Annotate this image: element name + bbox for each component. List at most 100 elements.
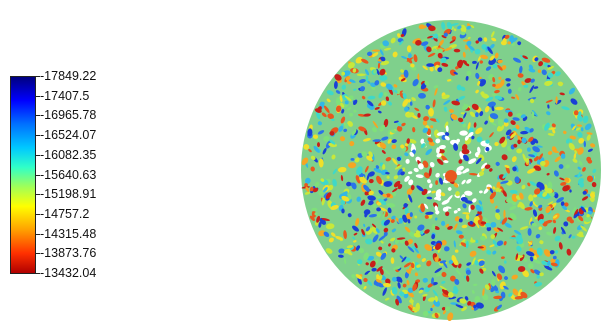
sphere-patch bbox=[402, 283, 407, 288]
sphere-patch bbox=[364, 270, 371, 275]
sphere-patch bbox=[534, 282, 543, 287]
sphere-patch bbox=[533, 86, 539, 89]
sphere-patch bbox=[367, 280, 373, 286]
sphere-patch bbox=[536, 275, 540, 279]
sphere-patch bbox=[509, 205, 517, 211]
sphere-patch bbox=[496, 124, 505, 132]
sphere-patch bbox=[468, 45, 475, 51]
sphere-patch bbox=[528, 194, 534, 202]
sphere-patch bbox=[359, 176, 367, 184]
sphere-patch bbox=[408, 171, 413, 175]
sphere-patch bbox=[464, 296, 469, 301]
sphere-patch bbox=[399, 40, 404, 46]
sphere-patch bbox=[356, 196, 361, 202]
sphere-patch bbox=[348, 79, 356, 83]
sphere-patch bbox=[511, 156, 517, 163]
sphere-patch bbox=[404, 106, 409, 112]
sphere-patch bbox=[494, 52, 499, 59]
sphere-patch bbox=[365, 226, 371, 232]
sphere-patch bbox=[465, 240, 469, 249]
sphere-patch bbox=[479, 60, 484, 64]
sphere-patch bbox=[424, 286, 431, 293]
sphere-patch bbox=[329, 139, 336, 145]
sphere-patch bbox=[524, 78, 532, 83]
sphere-patch bbox=[444, 246, 450, 252]
sphere-patch bbox=[512, 288, 519, 296]
colorbar-tick bbox=[36, 96, 40, 97]
sphere-patch bbox=[529, 256, 534, 262]
sphere-patch bbox=[507, 217, 513, 221]
colorbar-gradient bbox=[10, 76, 36, 274]
sphere-patch bbox=[332, 178, 337, 187]
sphere-patch bbox=[312, 187, 319, 193]
sphere-patch bbox=[566, 216, 573, 222]
sphere-patch bbox=[480, 221, 487, 225]
sphere-patch bbox=[484, 120, 488, 125]
sphere-patch bbox=[414, 242, 418, 249]
sphere-patch bbox=[413, 167, 419, 173]
sphere-patch bbox=[344, 95, 352, 102]
sphere-patch bbox=[496, 240, 504, 246]
sphere-patch bbox=[366, 100, 374, 107]
sphere-patch bbox=[577, 131, 583, 138]
sphere-patch bbox=[323, 187, 328, 193]
sphere-patch bbox=[363, 209, 371, 215]
sphere-patch bbox=[339, 95, 343, 103]
sphere-patch bbox=[513, 229, 522, 235]
sphere-patch bbox=[332, 168, 338, 175]
sphere-patch bbox=[434, 295, 438, 303]
sphere-patch bbox=[311, 207, 318, 212]
sphere-patch bbox=[491, 270, 496, 277]
sphere-patch bbox=[400, 171, 405, 176]
sphere-patch bbox=[455, 230, 463, 235]
sphere-patch bbox=[489, 43, 495, 49]
color-legend: -17849.22 -17407.5 -16965.78 -16524.07 -1608… bbox=[10, 70, 130, 279]
sphere-patch bbox=[492, 77, 496, 83]
sphere-patch bbox=[397, 168, 403, 176]
colorbar-tick bbox=[36, 253, 40, 254]
sphere-patch bbox=[466, 60, 471, 64]
sphere-patch bbox=[429, 161, 435, 168]
sphere-patch bbox=[375, 282, 382, 287]
sphere-patch bbox=[504, 222, 512, 228]
sphere-patch bbox=[495, 205, 498, 209]
sphere-patch bbox=[357, 113, 366, 117]
sphere-patch bbox=[536, 145, 543, 148]
sphere-patch bbox=[475, 62, 479, 70]
sphere-patch bbox=[309, 186, 314, 192]
sphere-patch bbox=[509, 237, 518, 240]
sphere-patch bbox=[574, 150, 578, 154]
sphere-patch bbox=[463, 103, 467, 110]
sphere-patch bbox=[326, 90, 334, 96]
sphere-patch bbox=[434, 87, 438, 96]
sphere-patch bbox=[489, 55, 495, 61]
sphere-patch bbox=[441, 62, 449, 67]
sphere-patch bbox=[577, 166, 582, 170]
sphere-patch bbox=[407, 246, 415, 253]
sphere-patch bbox=[530, 269, 535, 274]
sphere-patch bbox=[483, 37, 488, 42]
sphere-patch bbox=[558, 164, 564, 169]
sphere-patch bbox=[343, 128, 348, 133]
sphere-patch bbox=[532, 146, 540, 153]
sphere-patch bbox=[323, 105, 330, 113]
sphere-patch bbox=[444, 135, 450, 141]
sphere-patch bbox=[503, 121, 509, 127]
sphere-patch bbox=[321, 112, 327, 118]
sphere-patch bbox=[522, 55, 528, 60]
sphere-patch bbox=[346, 245, 354, 249]
sphere-patch bbox=[410, 297, 414, 306]
sphere-patch bbox=[353, 99, 358, 106]
sphere-patch bbox=[433, 299, 441, 307]
sphere-patch bbox=[376, 266, 383, 272]
sphere-patch bbox=[553, 214, 558, 219]
sphere-patch bbox=[399, 291, 405, 297]
sphere-patch bbox=[442, 309, 447, 315]
sphere-patch bbox=[465, 269, 471, 275]
sphere-patch bbox=[485, 146, 490, 152]
sphere-patch bbox=[501, 217, 508, 225]
sphere-patch bbox=[424, 229, 430, 234]
sphere-patch bbox=[386, 175, 390, 179]
sphere-patch bbox=[355, 175, 361, 184]
sphere-patch bbox=[340, 199, 346, 205]
